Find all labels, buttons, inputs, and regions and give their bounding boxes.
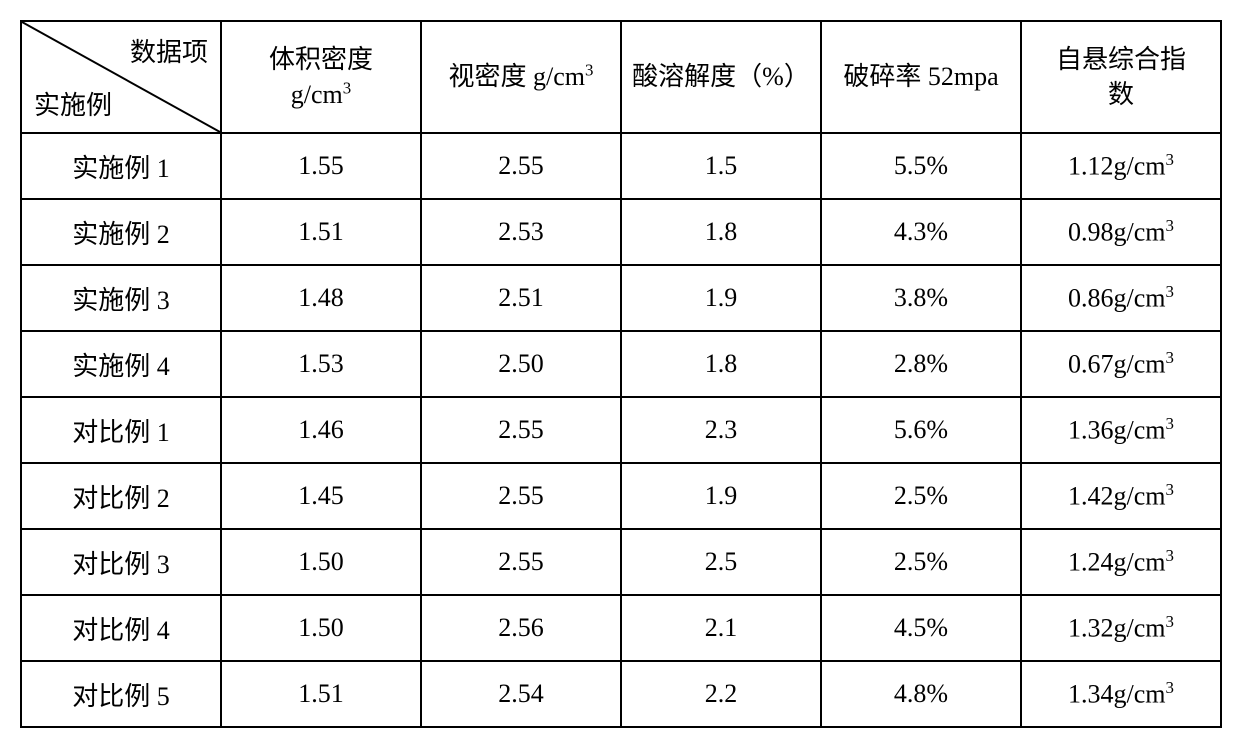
cell: 1.46	[221, 397, 421, 463]
cell: 4.5%	[821, 595, 1021, 661]
cell: 5.6%	[821, 397, 1021, 463]
table-row: 实施例 1 1.55 2.55 1.5 5.5% 1.12g/cm3	[21, 133, 1221, 199]
table-body: 实施例 1 1.55 2.55 1.5 5.5% 1.12g/cm3 实施例 2…	[21, 133, 1221, 727]
cell: 4.8%	[821, 661, 1021, 727]
page: 数据项 实施例 体积密度 g/cm3 视密度 g/cm3 酸溶解度	[0, 0, 1240, 747]
cell: 2.5%	[821, 463, 1021, 529]
col-header-0: 体积密度 g/cm3	[221, 21, 421, 133]
cell: 0.86g/cm3	[1021, 265, 1221, 331]
cell: 2.50	[421, 331, 621, 397]
data-table: 数据项 实施例 体积密度 g/cm3 视密度 g/cm3 酸溶解度	[20, 20, 1222, 728]
cell: 2.54	[421, 661, 621, 727]
cell: 2.55	[421, 397, 621, 463]
cell: 0.98g/cm3	[1021, 199, 1221, 265]
col-header-1: 视密度 g/cm3	[421, 21, 621, 133]
cell: 2.51	[421, 265, 621, 331]
cell: 2.53	[421, 199, 621, 265]
table-row: 对比例 5 1.51 2.54 2.2 4.8% 1.34g/cm3	[21, 661, 1221, 727]
col-header-3: 破碎率 52mpa	[821, 21, 1021, 133]
cell: 1.53	[221, 331, 421, 397]
cell: 0.67g/cm3	[1021, 331, 1221, 397]
corner-header-top: 数据项	[130, 32, 208, 69]
row-header: 对比例 4	[21, 595, 221, 661]
cell: 1.51	[221, 199, 421, 265]
table-row: 对比例 1 1.46 2.55 2.3 5.6% 1.36g/cm3	[21, 397, 1221, 463]
table-row: 实施例 2 1.51 2.53 1.8 4.3% 0.98g/cm3	[21, 199, 1221, 265]
cell: 1.32g/cm3	[1021, 595, 1221, 661]
cell: 2.2	[621, 661, 821, 727]
cell: 1.55	[221, 133, 421, 199]
cell: 1.24g/cm3	[1021, 529, 1221, 595]
cell: 4.3%	[821, 199, 1021, 265]
cell: 1.8	[621, 331, 821, 397]
row-header: 对比例 5	[21, 661, 221, 727]
cell: 1.9	[621, 463, 821, 529]
col-header-3-line-0: 破碎率 52mpa	[822, 59, 1020, 94]
table-row: 对比例 2 1.45 2.55 1.9 2.5% 1.42g/cm3	[21, 463, 1221, 529]
table-row: 实施例 3 1.48 2.51 1.9 3.8% 0.86g/cm3	[21, 265, 1221, 331]
cell: 2.55	[421, 463, 621, 529]
cell: 1.8	[621, 199, 821, 265]
col-header-0-line-1: g/cm3	[222, 77, 420, 112]
cell: 1.45	[221, 463, 421, 529]
row-header: 实施例 2	[21, 199, 221, 265]
cell: 3.8%	[821, 265, 1021, 331]
col-header-4-line-1: 数	[1022, 77, 1220, 112]
col-header-2: 酸溶解度（%）	[621, 21, 821, 133]
cell: 1.51	[221, 661, 421, 727]
col-header-1-line-0: 视密度 g/cm3	[422, 59, 620, 94]
cell: 1.5	[621, 133, 821, 199]
table-row: 对比例 4 1.50 2.56 2.1 4.5% 1.32g/cm3	[21, 595, 1221, 661]
cell: 1.36g/cm3	[1021, 397, 1221, 463]
cell: 1.34g/cm3	[1021, 661, 1221, 727]
row-header: 对比例 1	[21, 397, 221, 463]
cell: 2.55	[421, 133, 621, 199]
cell: 2.56	[421, 595, 621, 661]
row-header: 实施例 1	[21, 133, 221, 199]
table-header-row: 数据项 实施例 体积密度 g/cm3 视密度 g/cm3 酸溶解度	[21, 21, 1221, 133]
cell: 5.5%	[821, 133, 1021, 199]
corner-header: 数据项 实施例	[21, 21, 221, 133]
cell: 1.50	[221, 529, 421, 595]
table-row: 实施例 4 1.53 2.50 1.8 2.8% 0.67g/cm3	[21, 331, 1221, 397]
row-header: 实施例 4	[21, 331, 221, 397]
row-header: 对比例 3	[21, 529, 221, 595]
row-header: 对比例 2	[21, 463, 221, 529]
cell: 2.55	[421, 529, 621, 595]
cell: 1.9	[621, 265, 821, 331]
col-header-4-line-0: 自悬综合指	[1022, 42, 1220, 77]
col-header-2-line-0: 酸溶解度（%）	[622, 59, 820, 94]
cell: 2.1	[621, 595, 821, 661]
cell: 2.5%	[821, 529, 1021, 595]
corner-header-bottom: 实施例	[34, 85, 112, 122]
row-header: 实施例 3	[21, 265, 221, 331]
cell: 1.48	[221, 265, 421, 331]
cell: 1.42g/cm3	[1021, 463, 1221, 529]
col-header-0-line-0: 体积密度	[222, 42, 420, 77]
cell: 2.5	[621, 529, 821, 595]
cell: 1.50	[221, 595, 421, 661]
cell: 2.3	[621, 397, 821, 463]
cell: 1.12g/cm3	[1021, 133, 1221, 199]
table-row: 对比例 3 1.50 2.55 2.5 2.5% 1.24g/cm3	[21, 529, 1221, 595]
col-header-4: 自悬综合指 数	[1021, 21, 1221, 133]
cell: 2.8%	[821, 331, 1021, 397]
